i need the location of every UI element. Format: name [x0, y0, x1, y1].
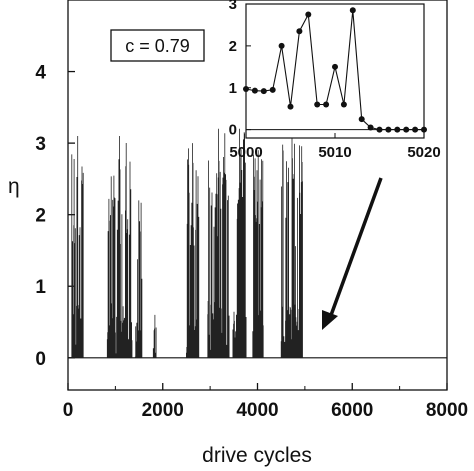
y-tick-label: 1 [35, 277, 46, 298]
burst-spikes [207, 128, 230, 358]
main-data-series [68, 128, 447, 359]
y-tick-label: 4 [35, 63, 46, 84]
y-tick-label: 3 [35, 134, 46, 155]
inset-point [251, 87, 258, 94]
inset-y-tick-label: 0 [229, 122, 237, 139]
inset-x-tick-label: 5010 [318, 144, 351, 161]
inset-point [394, 126, 401, 133]
y-tick-label: 0 [35, 349, 46, 370]
inset-point [349, 7, 356, 14]
inset-point [367, 124, 374, 131]
y-axis-label: η [8, 175, 20, 198]
inset-point [358, 116, 365, 123]
inset-point [376, 126, 383, 133]
inset-point [323, 101, 330, 108]
inset-y-tick-label: 2 [229, 38, 237, 55]
inset-plot-frame [245, 3, 425, 139]
inset-point [403, 126, 410, 133]
burst-spikes [232, 128, 247, 358]
burst-spikes [252, 150, 264, 358]
annotation-text: c = 0.79 [125, 36, 190, 56]
inset-y-tick-label: 1 [229, 80, 237, 97]
x-tick-label: 0 [63, 400, 74, 421]
inset-point [296, 28, 303, 35]
x-tick-label: 8000 [426, 400, 468, 421]
inset-point [421, 126, 427, 133]
annotation-box [110, 29, 205, 62]
inset-point [269, 86, 276, 93]
inset-x-tick-label: 5020 [407, 144, 440, 161]
inset-point [332, 63, 338, 70]
inset-y-tick-label: 3 [229, 0, 237, 13]
x-axis-label: drive cycles [202, 444, 312, 467]
x-tick-label: 2000 [142, 400, 184, 421]
burst-spikes [134, 200, 143, 358]
inset-ticks: 5000 5010 5020 0 1 2 3 [229, 0, 441, 161]
x-tick-label: 6000 [331, 400, 373, 421]
x-tick-label: 4000 [236, 400, 278, 421]
inset-point [385, 126, 392, 133]
pointer-arrow [322, 177, 383, 330]
inset-point [243, 86, 249, 93]
inset-point [278, 42, 285, 49]
main-ticks: 0 2000 4000 6000 8000 0 1 2 3 4 [35, 63, 468, 421]
inset-point [260, 88, 267, 95]
burst-spikes [186, 143, 200, 358]
y-tick-label: 2 [35, 206, 46, 227]
burst-spikes [152, 314, 157, 358]
inset-data-series [243, 7, 427, 133]
burst-spikes [106, 136, 133, 358]
inset-point [287, 103, 294, 110]
burst-spikes [71, 136, 84, 358]
inset-x-tick-label: 5000 [229, 144, 262, 161]
inset-point [412, 126, 419, 133]
inset-point [340, 101, 347, 108]
inset-point [305, 11, 312, 18]
inset-point [314, 101, 321, 108]
burst-spikes [280, 136, 303, 358]
